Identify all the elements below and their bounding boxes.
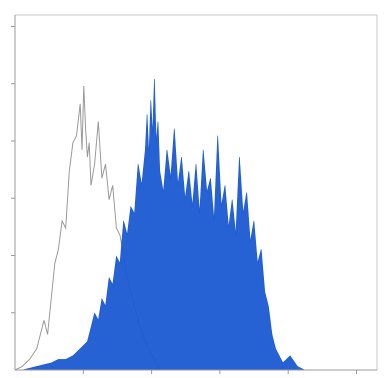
filled-histogram-series [22, 78, 305, 371]
x-axis-ticks [82, 370, 358, 374]
y-axis-ticks [11, 25, 15, 314]
series-layer [14, 78, 305, 371]
